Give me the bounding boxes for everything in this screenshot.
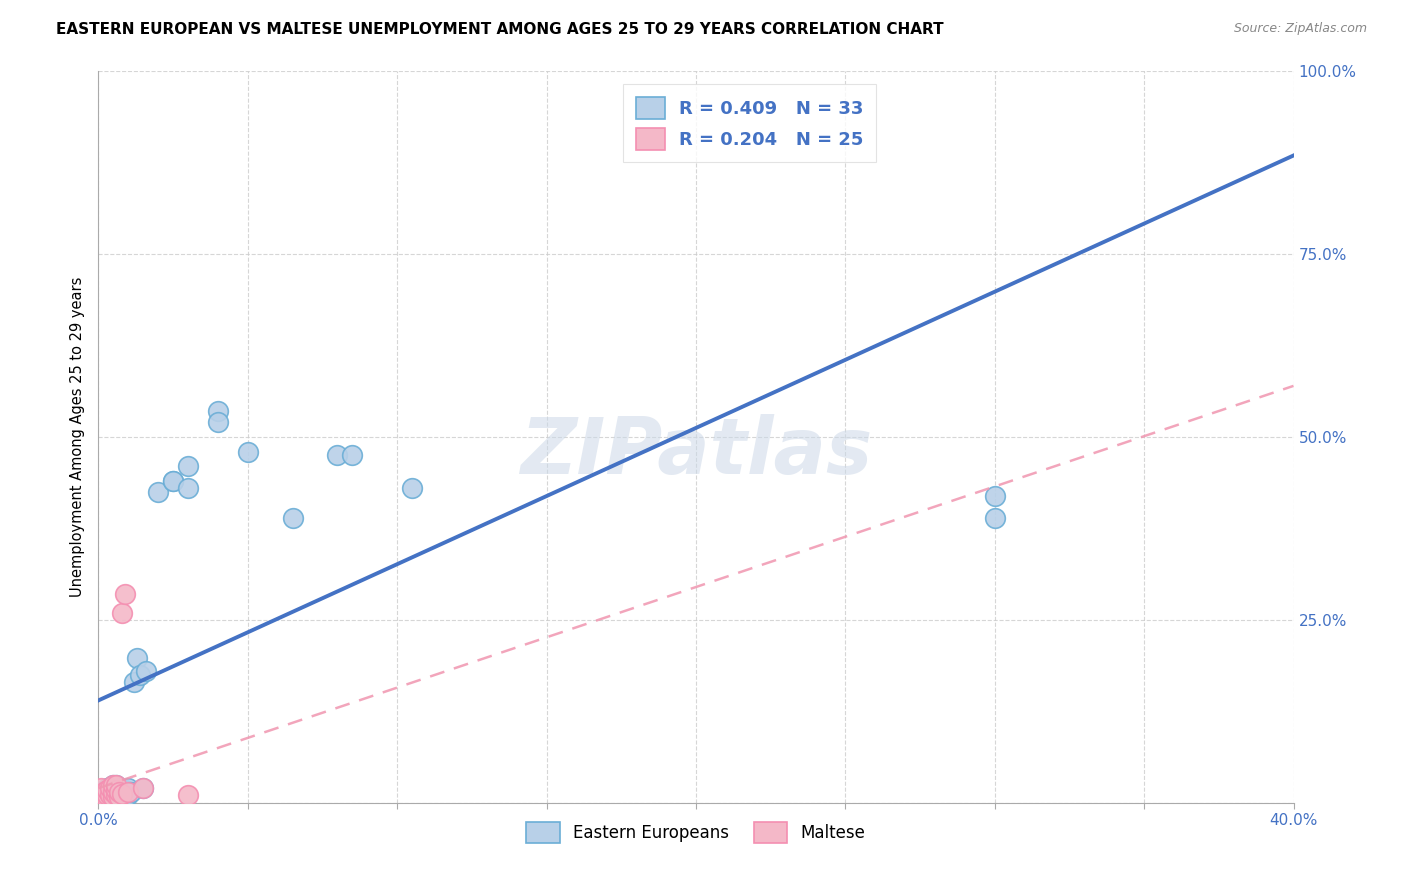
Point [984, 510, 1007, 524]
Point [401, 481, 423, 495]
Point [135, 664, 157, 678]
Point [342, 448, 364, 462]
Point [984, 489, 1007, 503]
Text: EASTERN EUROPEAN VS MALTESE UNEMPLOYMENT AMONG AGES 25 TO 29 YEARS CORRELATION C: EASTERN EUROPEAN VS MALTESE UNEMPLOYMENT… [56, 22, 943, 37]
Point [93, 792, 115, 806]
Point [90, 789, 112, 803]
Point [162, 474, 184, 488]
Point [93, 792, 115, 806]
Point [98, 789, 122, 803]
Legend: Eastern Europeans, Maltese: Eastern Europeans, Maltese [520, 815, 872, 849]
Point [93, 785, 115, 799]
Point [117, 781, 139, 796]
Point [111, 785, 134, 799]
Point [117, 789, 139, 803]
Point [93, 789, 115, 803]
Point [148, 485, 170, 500]
Point [105, 789, 128, 804]
Point [105, 789, 128, 803]
Point [162, 474, 184, 488]
Point [103, 789, 125, 804]
Point [93, 785, 115, 799]
Point [103, 778, 125, 792]
Point [129, 667, 152, 681]
Point [98, 789, 122, 804]
Point [108, 789, 131, 804]
Point [117, 785, 139, 799]
Point [177, 481, 200, 495]
Point [177, 459, 200, 474]
Text: Source: ZipAtlas.com: Source: ZipAtlas.com [1233, 22, 1367, 36]
Y-axis label: Unemployment Among Ages 25 to 29 years: Unemployment Among Ages 25 to 29 years [69, 277, 84, 598]
Point [103, 782, 125, 797]
Point [120, 785, 142, 799]
Point [111, 606, 134, 620]
Point [105, 782, 128, 797]
Point [96, 792, 118, 806]
Point [105, 778, 128, 792]
Point [114, 782, 136, 797]
Point [236, 444, 259, 458]
Point [108, 785, 131, 799]
Point [105, 785, 128, 799]
Point [90, 781, 112, 796]
Point [96, 789, 118, 803]
Point [98, 785, 122, 799]
Point [96, 782, 118, 797]
Point [281, 510, 304, 524]
Point [96, 789, 118, 803]
Point [114, 587, 136, 601]
Point [105, 778, 128, 792]
Point [207, 416, 229, 430]
Point [207, 404, 229, 418]
Point [108, 787, 131, 801]
Point [90, 785, 112, 799]
Point [326, 448, 349, 462]
Point [108, 781, 131, 796]
Point [111, 787, 134, 801]
Text: ZIPatlas: ZIPatlas [520, 414, 872, 490]
Point [93, 789, 115, 804]
Point [90, 792, 112, 806]
Point [127, 651, 149, 665]
Point [90, 792, 112, 806]
Point [90, 789, 112, 804]
Point [103, 778, 125, 792]
Point [103, 789, 125, 803]
Point [124, 675, 146, 690]
Point [103, 785, 125, 799]
Point [132, 781, 155, 796]
Point [177, 789, 200, 803]
Point [132, 781, 155, 796]
Point [96, 781, 118, 796]
Point [98, 781, 122, 796]
